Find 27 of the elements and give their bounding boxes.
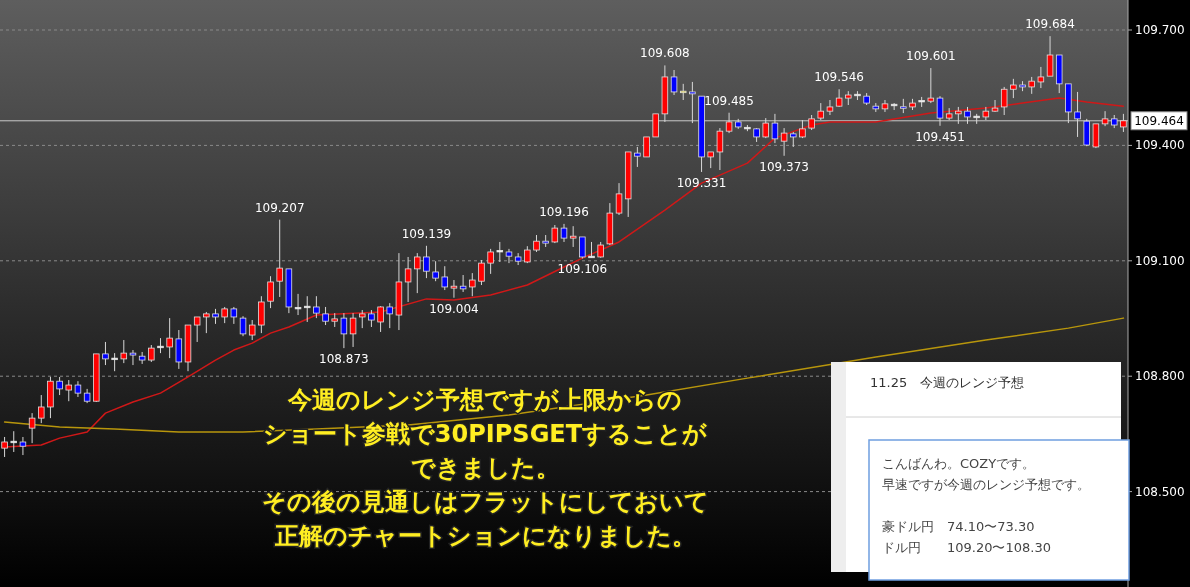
- annotation: 早速ですが今週のレンジ予想です。: [882, 477, 1090, 492]
- y-tick-label: 108.800: [1135, 369, 1185, 384]
- y-tick-label: 109.100: [1135, 253, 1185, 268]
- annotation: 109.106: [557, 262, 608, 277]
- y-tick-label: 109.400: [1135, 138, 1185, 153]
- annotation: 109.601: [906, 49, 956, 64]
- annotation: 正解のチャートションになりました。: [273, 522, 696, 550]
- annotation: 109.451: [915, 129, 965, 144]
- ref-line-label: 109.464: [1134, 113, 1184, 128]
- annotation: 109.004: [429, 301, 479, 316]
- annotation: 108.873: [319, 352, 369, 367]
- annotation: 109.546: [814, 70, 864, 85]
- annotation: こんばんわ。COZYです。: [882, 456, 1036, 471]
- annotation: 109.139: [401, 226, 452, 241]
- annotation: 豪ドル円 74.10〜73.30: [882, 519, 1035, 534]
- annotation: できました。: [410, 454, 560, 482]
- annotation: 109.196: [539, 204, 589, 219]
- annotation: 109.608: [640, 46, 690, 61]
- annotation: 11.25 今週のレンジ予想: [870, 375, 1025, 390]
- annotation: 109.373: [759, 159, 809, 174]
- annotation: その後の見通しはフラットにしておいて: [261, 488, 709, 516]
- annotation: 109.207: [254, 200, 305, 215]
- annotation: 109.684: [1025, 17, 1075, 32]
- y-tick-label: 109.700: [1135, 23, 1185, 37]
- annotation: ドル円 109.20〜108.30: [882, 540, 1051, 555]
- y-tick-label: 108.500: [1135, 484, 1185, 499]
- annotation: 109.485: [704, 93, 754, 108]
